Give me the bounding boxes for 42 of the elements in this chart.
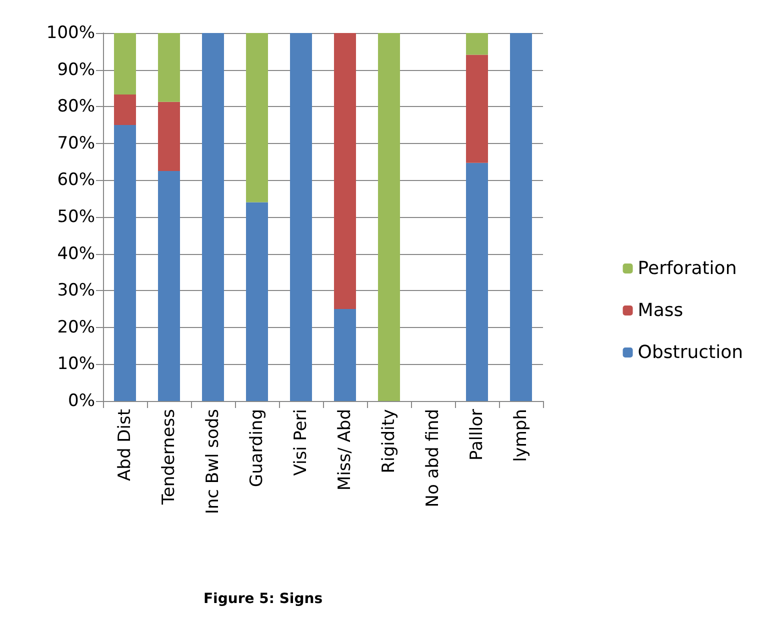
text: Figure 5: Signs	[203, 591, 323, 607]
bar	[334, 33, 356, 309]
bar	[466, 162, 488, 401]
y-tick-label: 10%	[57, 354, 95, 374]
y-tick-label: 60%	[57, 170, 95, 190]
x-tick-label: Palllor	[467, 408, 487, 460]
bar	[158, 171, 180, 401]
x-tick-label: Inc Bwl sods	[203, 408, 223, 514]
x-tick-label: Miss/ Abd	[335, 409, 355, 490]
x-tick-label: Visi Peri	[291, 409, 311, 476]
x-tick-label: lymph	[511, 409, 531, 462]
bar	[114, 94, 136, 125]
x-tick-label: Rigidity	[379, 409, 399, 474]
bar	[378, 33, 400, 401]
y-tick-label: 100%	[46, 23, 95, 43]
bar	[290, 33, 312, 401]
bar	[202, 33, 224, 401]
y-tick-label: 70%	[57, 133, 95, 154]
y-tick-label: 0%	[68, 391, 95, 411]
bar	[114, 33, 136, 94]
y-tick-label: 40%	[57, 244, 95, 264]
bar	[466, 54, 488, 163]
x-tick-label: Guarding	[247, 409, 267, 488]
x-tick-label: Abd Dist	[115, 408, 135, 481]
bar	[246, 33, 268, 202]
y-tick-label: 80%	[57, 96, 95, 117]
bar	[466, 33, 488, 55]
y-tick-label: 90%	[57, 60, 95, 80]
bar	[246, 202, 268, 401]
bar	[158, 33, 180, 102]
legend-label: Perforation	[638, 258, 737, 279]
x-tick-label: Tenderness	[159, 408, 179, 506]
y-tick-label: 30%	[57, 280, 95, 301]
y-tick-label: 20%	[57, 317, 95, 338]
legend-label: Mass	[638, 300, 684, 321]
bar	[114, 125, 136, 401]
bar	[510, 33, 532, 401]
x-tick-label: No abd find	[423, 409, 443, 508]
y-tick-label: 50%	[57, 207, 95, 227]
bar	[334, 309, 356, 401]
legend-label: Obstruction	[638, 342, 744, 363]
bar	[158, 102, 180, 171]
